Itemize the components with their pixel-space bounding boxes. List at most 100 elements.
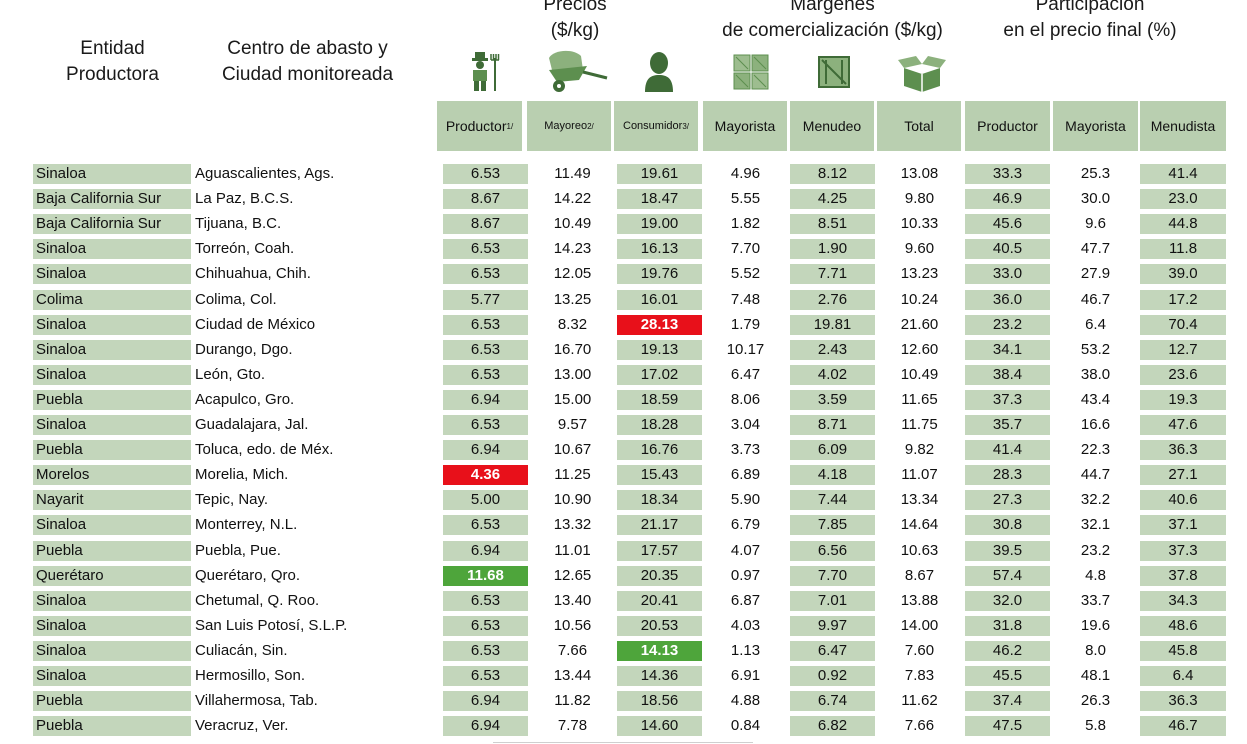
table-row: Sinaloa Chetumal, Q. Roo. 6.53 13.40 20.41 6.… <box>0 589 1247 614</box>
value-cell: 11.82 <box>554 692 591 710</box>
value-cell: 8.51 <box>790 214 875 235</box>
value-cell: 34.3 <box>1140 590 1226 611</box>
warehouse-crates-icon <box>733 54 769 90</box>
value-cell: 17.02 <box>617 364 702 385</box>
value-cell: 6.79 <box>730 516 761 534</box>
value-cell: 7.01 <box>790 590 875 611</box>
value-cell: 19.81 <box>790 314 875 335</box>
entidad-cell: Baja California Sur <box>33 189 191 210</box>
value-cell: 5.8 <box>1085 717 1106 735</box>
value-cell: 36.0 <box>965 289 1050 310</box>
value-cell: 4.07 <box>730 541 761 559</box>
value-cell: 6.53 <box>443 415 528 435</box>
value-cell: 23.6 <box>1140 364 1226 385</box>
value-cell: 19.00 <box>617 214 702 235</box>
value-cell: 10.17 <box>726 340 765 358</box>
table-row: Colima Colima, Col. 5.77 13.25 16.01 7.48 2.76… <box>0 288 1247 313</box>
value-cell: 1.79 <box>730 315 761 333</box>
value-cell: 7.44 <box>790 490 875 511</box>
value-cell: 38.4 <box>965 364 1050 385</box>
table-row: Sinaloa San Luis Potosí, S.L.P. 6.53 10.56 2… <box>0 614 1247 639</box>
value-cell: 5.00 <box>443 490 528 511</box>
value-cell: 17.57 <box>617 540 702 561</box>
value-cell: 37.3 <box>965 389 1050 410</box>
ciudad-cell: Tepic, Nay. <box>195 491 269 509</box>
value-cell: 0.97 <box>730 566 761 584</box>
value-cell: 3.73 <box>730 441 761 459</box>
entidad-cell: Sinaloa <box>33 239 191 260</box>
value-cell: 12.60 <box>900 340 939 358</box>
value-cell: 6.53 <box>443 590 528 611</box>
value-cell: 8.32 <box>557 315 588 333</box>
value-cell: 13.40 <box>553 591 592 609</box>
table-row: Nayarit Tepic, Nay. 5.00 10.90 18.34 5.90 7.44… <box>0 488 1247 513</box>
value-cell: 47.6 <box>1140 415 1226 435</box>
table-row: Sinaloa Hermosillo, Son. 6.53 13.44 14.36 6.9… <box>0 664 1247 689</box>
value-cell: 6.82 <box>790 716 875 737</box>
value-cell: 6.87 <box>730 591 761 609</box>
value-cell: 6.94 <box>443 691 528 712</box>
value-cell: 11.8 <box>1140 239 1226 260</box>
entidad-cell: Sinaloa <box>33 164 191 184</box>
value-cell: 13.25 <box>553 290 592 308</box>
header-entidad: Entidad Productora <box>66 38 159 85</box>
value-cell: 13.34 <box>900 491 939 509</box>
colhead-consumidor-precio: Consumidor 3/ <box>614 101 698 151</box>
table-row: Sinaloa Guadalajara, Jal. 6.53 9.57 18.28 3.0… <box>0 413 1247 438</box>
value-cell: 39.0 <box>1140 264 1226 285</box>
value-cell: 20.41 <box>617 590 702 611</box>
value-cell: 48.6 <box>1140 615 1226 636</box>
ciudad-cell: Toluca, edo. de Méx. <box>195 441 334 459</box>
value-cell: 10.33 <box>900 215 939 233</box>
table-row: Puebla Acapulco, Gro. 6.94 15.00 18.59 8.06 3.… <box>0 388 1247 413</box>
value-cell: 6.94 <box>443 716 528 737</box>
value-cell: 53.2 <box>1080 340 1111 358</box>
table-row: Sinaloa Ciudad de México 6.53 8.32 28.13 1.79… <box>0 313 1247 338</box>
entidad-cell: Sinaloa <box>33 415 191 435</box>
farmer-icon <box>472 52 500 91</box>
value-cell: 15.43 <box>617 465 702 486</box>
open-box-icon <box>898 56 946 92</box>
ciudad-cell: Chetumal, Q. Roo. <box>195 591 320 609</box>
value-cell: 11.01 <box>554 541 591 559</box>
value-cell: 14.22 <box>553 190 592 208</box>
ciudad-cell: San Luis Potosí, S.L.P. <box>195 616 348 634</box>
value-cell: 9.60 <box>904 240 935 258</box>
ciudad-cell: Monterrey, N.L. <box>195 516 298 534</box>
value-cell: 46.7 <box>1080 290 1111 308</box>
value-cell: 46.9 <box>965 189 1050 210</box>
value-cell: 16.13 <box>617 239 702 260</box>
header-precios: Precios ($/kg) <box>543 0 607 41</box>
table-row: Sinaloa Durango, Dgo. 6.53 16.70 19.13 10.17 2… <box>0 338 1247 363</box>
value-cell: 7.78 <box>557 717 588 735</box>
value-cell: 19.6 <box>1080 616 1111 634</box>
value-cell: 45.6 <box>965 214 1050 235</box>
value-cell: 4.88 <box>730 692 761 710</box>
value-cell: 6.53 <box>443 239 528 260</box>
value-cell: 4.25 <box>790 189 875 210</box>
value-cell: 7.85 <box>790 515 875 536</box>
value-cell: 6.53 <box>443 314 528 335</box>
value-cell: 9.82 <box>904 441 935 459</box>
value-cell: 5.55 <box>730 190 761 208</box>
value-cell: 8.06 <box>730 390 761 408</box>
entidad-cell: Colima <box>33 289 191 310</box>
value-cell: 32.0 <box>965 590 1050 611</box>
ciudad-cell: Guadalajara, Jal. <box>195 416 309 433</box>
colhead-mayoreo-precio: Mayoreo 2/ <box>527 101 611 151</box>
value-cell: 9.6 <box>1085 215 1106 233</box>
ciudad-cell: Villahermosa, Tab. <box>195 692 318 710</box>
value-cell: 41.4 <box>965 440 1050 461</box>
colhead-total-margen: Total <box>877 101 961 151</box>
value-cell: 6.09 <box>790 440 875 461</box>
header-participacion: Participación en el precio final (%) <box>1003 0 1177 41</box>
value-cell: 8.67 <box>443 214 528 235</box>
value-cell: 4.36 <box>443 465 528 486</box>
value-cell: 6.91 <box>730 667 761 684</box>
value-cell: 13.23 <box>900 265 939 283</box>
value-cell: 27.1 <box>1140 465 1226 486</box>
value-cell: 22.3 <box>1080 441 1111 459</box>
ciudad-cell: Culiacán, Sin. <box>195 641 288 659</box>
entidad-cell: Nayarit <box>33 490 191 511</box>
value-cell: 15.00 <box>553 390 592 408</box>
